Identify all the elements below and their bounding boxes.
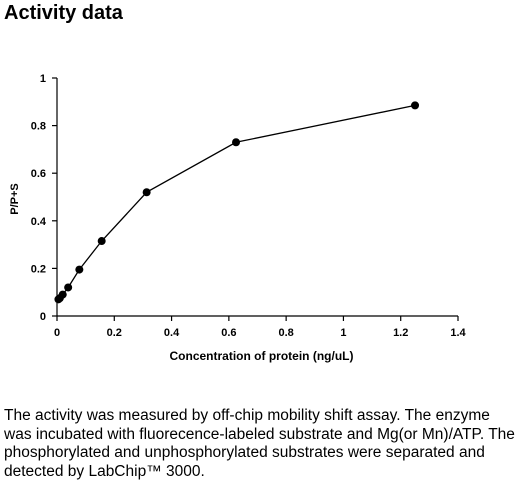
y-tick-label: 0 — [40, 311, 46, 323]
x-axis-label: Concentration of protein (ng/uL) — [170, 349, 354, 363]
y-tick-label: 0.4 — [31, 216, 47, 228]
y-tick-label: 0.8 — [31, 121, 46, 133]
data-point — [75, 265, 84, 274]
activity-chart: 0 0.2 0.4 0.6 0.8 1 1.2 1.4 0 0.2 0.4 0.6 0.8 1 Conce… — [9, 73, 467, 363]
y-tick-label: 1 — [40, 73, 46, 85]
x-tick-label: 1 — [340, 327, 346, 339]
description-text: The activity was measured by off-chip mo… — [4, 407, 515, 480]
x-tick-label: 0.8 — [278, 327, 293, 339]
x-tick-label: 0.6 — [221, 327, 236, 339]
x-tick-label: 0.2 — [107, 327, 122, 339]
x-tick-label: 1.4 — [450, 327, 466, 339]
data-point — [64, 283, 73, 292]
chart-points — [54, 101, 420, 304]
data-point — [58, 290, 67, 299]
y-axis-label: P/P+S — [9, 183, 21, 215]
chart-axes — [56, 78, 458, 317]
chart-series — [57, 104, 416, 300]
x-tick-label: 0.4 — [164, 327, 180, 339]
data-point — [97, 237, 106, 246]
page-title: Activity data — [4, 2, 123, 24]
x-tick-label: 0 — [54, 327, 60, 339]
data-point — [142, 188, 151, 197]
series-line — [57, 104, 416, 300]
data-point — [411, 101, 420, 110]
x-tick-label: 1.2 — [393, 327, 408, 339]
data-point — [232, 138, 241, 147]
chart-ticks: 0 0.2 0.4 0.6 0.8 1 1.2 1.4 0 0.2 0.4 0.6 0.8 1 — [31, 73, 467, 339]
y-tick-label: 0.2 — [31, 263, 46, 275]
y-tick-label: 0.6 — [31, 168, 46, 180]
